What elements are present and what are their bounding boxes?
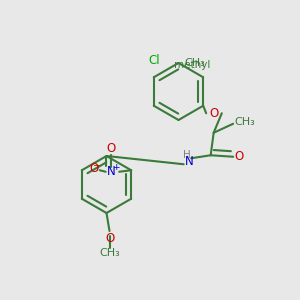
Text: CH₃: CH₃ — [184, 58, 206, 68]
Text: H: H — [183, 150, 190, 160]
Text: O: O — [89, 162, 98, 175]
Text: +: + — [112, 163, 119, 172]
Text: methyl: methyl — [174, 59, 210, 70]
Text: O: O — [209, 107, 218, 120]
Text: O: O — [105, 232, 114, 245]
Text: CH₃: CH₃ — [234, 117, 255, 127]
Text: Cl: Cl — [148, 54, 160, 67]
Text: O: O — [106, 142, 116, 155]
Text: N: N — [185, 155, 194, 168]
Text: CH₃: CH₃ — [99, 248, 120, 259]
Text: O: O — [235, 150, 244, 163]
Text: N: N — [107, 165, 116, 178]
Text: −: − — [92, 160, 100, 169]
